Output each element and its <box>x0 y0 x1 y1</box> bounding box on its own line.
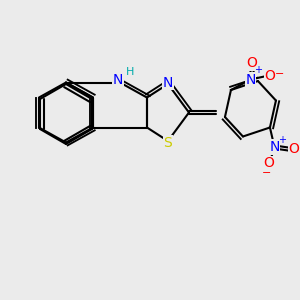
Text: N: N <box>269 140 280 154</box>
Text: S: S <box>164 136 172 149</box>
Text: O: O <box>263 157 274 170</box>
Text: O: O <box>265 69 275 83</box>
Text: O: O <box>289 142 299 156</box>
Text: −: − <box>262 168 271 178</box>
Text: N: N <box>113 73 123 86</box>
Text: O: O <box>247 56 257 70</box>
Text: N: N <box>245 73 256 86</box>
Text: N: N <box>163 76 173 89</box>
Text: +: + <box>278 134 286 145</box>
Text: −: − <box>275 68 284 79</box>
Text: H: H <box>125 67 134 77</box>
Text: +: + <box>254 65 262 75</box>
